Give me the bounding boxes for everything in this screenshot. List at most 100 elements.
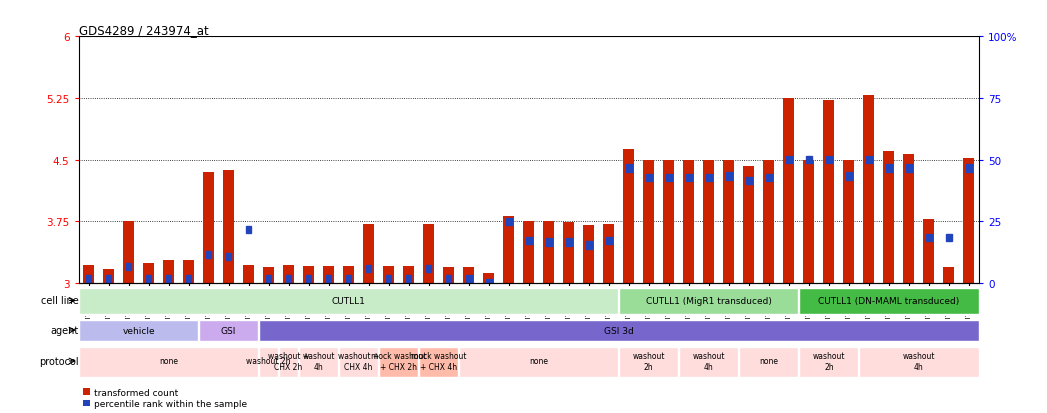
Bar bbox=[383, 266, 394, 283]
Text: cell line: cell line bbox=[41, 296, 79, 306]
Bar bbox=[680, 347, 738, 377]
Text: protocol: protocol bbox=[39, 356, 79, 366]
Bar bbox=[823, 101, 834, 283]
Bar bbox=[203, 173, 214, 283]
Text: washout
4h: washout 4h bbox=[903, 351, 935, 371]
Bar bbox=[403, 266, 415, 283]
Bar bbox=[803, 160, 815, 283]
Text: vehicle: vehicle bbox=[122, 326, 155, 335]
Bar bbox=[603, 224, 615, 283]
Bar bbox=[466, 275, 471, 283]
Bar bbox=[223, 170, 235, 283]
Bar bbox=[486, 280, 491, 287]
Bar bbox=[664, 160, 674, 283]
Bar bbox=[726, 173, 732, 180]
Bar bbox=[86, 275, 91, 283]
Bar bbox=[266, 275, 271, 283]
Bar bbox=[826, 157, 831, 164]
Bar bbox=[860, 347, 979, 377]
Text: CUTLL1: CUTLL1 bbox=[332, 296, 365, 305]
Bar bbox=[783, 99, 795, 283]
Bar bbox=[243, 265, 254, 283]
Bar bbox=[704, 160, 714, 283]
Bar bbox=[363, 224, 374, 283]
Bar bbox=[666, 175, 671, 182]
Bar bbox=[766, 175, 772, 182]
Text: none: none bbox=[159, 356, 178, 366]
Bar bbox=[563, 223, 574, 283]
Bar bbox=[586, 242, 592, 249]
Bar bbox=[844, 160, 854, 283]
Text: washout
4h: washout 4h bbox=[303, 351, 335, 371]
Bar bbox=[743, 167, 754, 283]
Text: CUTLL1 (MigR1 transduced): CUTLL1 (MigR1 transduced) bbox=[646, 296, 772, 305]
Bar bbox=[506, 218, 512, 225]
Bar bbox=[966, 165, 972, 172]
Text: none: none bbox=[529, 356, 549, 366]
Text: GDS4289 / 243974_at: GDS4289 / 243974_at bbox=[79, 24, 208, 37]
Text: washout +
CHX 4h: washout + CHX 4h bbox=[338, 351, 379, 371]
Bar bbox=[686, 175, 692, 182]
Text: washout 2h: washout 2h bbox=[246, 356, 291, 366]
Bar bbox=[126, 263, 131, 271]
Bar bbox=[263, 267, 274, 283]
Bar bbox=[343, 266, 354, 283]
Bar bbox=[124, 222, 134, 283]
Bar bbox=[106, 275, 111, 283]
Bar bbox=[83, 265, 94, 283]
Bar bbox=[103, 269, 114, 283]
Text: washout
4h: washout 4h bbox=[692, 351, 726, 371]
Bar bbox=[426, 265, 431, 272]
Bar bbox=[786, 157, 792, 164]
Bar bbox=[206, 251, 211, 258]
Bar bbox=[443, 267, 454, 283]
Bar bbox=[643, 160, 654, 283]
Bar bbox=[306, 275, 311, 283]
Text: GSI: GSI bbox=[221, 326, 237, 335]
Bar bbox=[545, 239, 552, 246]
Bar bbox=[299, 347, 338, 377]
Bar bbox=[459, 347, 619, 377]
Bar bbox=[346, 275, 352, 283]
Bar bbox=[524, 222, 534, 283]
Bar bbox=[846, 173, 851, 180]
Bar bbox=[884, 152, 894, 283]
Bar bbox=[866, 157, 872, 164]
Text: mock washout
+ CHX 2h: mock washout + CHX 2h bbox=[371, 351, 426, 371]
Bar bbox=[739, 347, 799, 377]
Bar bbox=[259, 320, 979, 342]
Bar bbox=[886, 165, 892, 172]
Bar bbox=[185, 275, 192, 283]
Bar bbox=[286, 275, 291, 283]
Bar bbox=[906, 165, 912, 172]
Bar bbox=[619, 347, 678, 377]
Bar bbox=[484, 273, 494, 283]
Bar bbox=[283, 265, 294, 283]
Bar bbox=[199, 320, 259, 342]
Bar bbox=[526, 237, 532, 244]
Text: agent: agent bbox=[50, 325, 79, 335]
Bar bbox=[246, 226, 251, 234]
Bar bbox=[946, 235, 952, 242]
Bar bbox=[626, 165, 631, 172]
Bar bbox=[504, 216, 514, 283]
Bar bbox=[623, 150, 634, 283]
Text: washout +
CHX 2h: washout + CHX 2h bbox=[268, 351, 309, 371]
Bar bbox=[163, 260, 174, 283]
Bar bbox=[583, 226, 595, 283]
Bar bbox=[927, 235, 932, 242]
Bar bbox=[904, 154, 914, 283]
Bar bbox=[706, 175, 712, 182]
Bar bbox=[226, 254, 231, 261]
Bar bbox=[365, 265, 372, 272]
Bar bbox=[864, 96, 874, 283]
Bar bbox=[566, 239, 572, 246]
Bar bbox=[463, 267, 474, 283]
Bar bbox=[326, 275, 332, 283]
Bar bbox=[543, 222, 554, 283]
Bar bbox=[79, 347, 259, 377]
Bar bbox=[799, 288, 979, 315]
Bar bbox=[923, 219, 934, 283]
Bar bbox=[963, 159, 975, 283]
Bar bbox=[419, 347, 459, 377]
